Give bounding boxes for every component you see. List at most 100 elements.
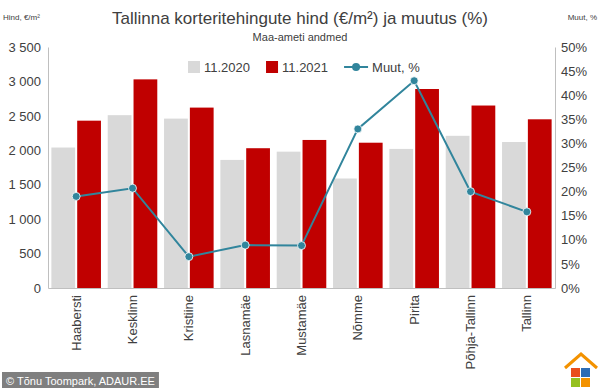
- tick: 20%: [555, 184, 587, 199]
- tick: 0%: [555, 281, 580, 296]
- tick: Mustamäe: [294, 288, 309, 356]
- legend-label: 11.2020: [204, 60, 250, 75]
- bar: [51, 148, 75, 288]
- tick-label: 1 000: [8, 212, 41, 227]
- y2-axis: 0% 5% 10% 15% 20% 25% 30% 35% 40% 45% 50%: [555, 40, 587, 296]
- marker: [241, 241, 249, 249]
- bar: [220, 160, 244, 288]
- tick-label: 50%: [561, 40, 587, 55]
- tick-label: 2 000: [8, 143, 41, 158]
- tick: 3 000: [8, 74, 48, 89]
- tick: Tallinn: [519, 288, 534, 332]
- tick: 50%: [555, 40, 587, 55]
- logo-piece: [571, 378, 580, 387]
- bar: [415, 89, 439, 288]
- bar: [528, 119, 552, 288]
- axis-line: [555, 48, 556, 289]
- bar: [246, 148, 270, 288]
- y-axis: 0 500 1 000 1 500 2 000 2 500 3 000 3 500: [8, 40, 48, 296]
- tick: Lasnamäe: [238, 288, 253, 356]
- plot-area: [51, 77, 551, 288]
- tick-label: 30%: [561, 136, 587, 151]
- marker: [467, 188, 475, 196]
- bar: [446, 136, 470, 288]
- tick: 2 500: [8, 109, 48, 124]
- bar: [108, 115, 132, 288]
- legend-swatch: [266, 61, 278, 73]
- tick-label: 15%: [561, 208, 587, 223]
- bar: [333, 179, 357, 288]
- marker: [523, 208, 531, 216]
- tick-label: 45%: [561, 64, 587, 79]
- tick-label: Kesklinn: [125, 295, 140, 344]
- tick-label: 500: [19, 246, 41, 261]
- tick: 1 000: [8, 212, 48, 227]
- logo-piece: [581, 378, 590, 387]
- tick: Kesklinn: [125, 288, 140, 344]
- bar: [303, 140, 327, 288]
- tick-label: 10%: [561, 232, 587, 247]
- logo-piece: [571, 368, 580, 377]
- bar: [502, 142, 526, 288]
- tick: 25%: [555, 160, 587, 175]
- tick-label: 0: [34, 281, 41, 296]
- bar: [164, 119, 188, 288]
- tick-label: Tallinn: [519, 295, 534, 332]
- marker: [410, 77, 418, 85]
- tick: 35%: [555, 112, 587, 127]
- tick-label: 3 000: [8, 74, 41, 89]
- tick: 1 500: [8, 177, 48, 192]
- bar: [389, 149, 413, 288]
- bar: [190, 108, 214, 288]
- legend: 11.2020 11.2021 Muut, %: [188, 60, 420, 75]
- logo-piece: [581, 368, 590, 377]
- subtitle: Maa-ameti andmed: [253, 31, 348, 43]
- chart: Tallinna korteritehingute hind (€/m²) ja…: [0, 0, 600, 392]
- tick-label: 40%: [561, 88, 587, 103]
- credit-box: [2, 372, 159, 388]
- axis-line: [49, 288, 556, 289]
- logo-roof: [565, 354, 597, 368]
- tick: 10%: [555, 232, 587, 247]
- bar: [359, 143, 383, 288]
- tick-label: 35%: [561, 112, 587, 127]
- tick: 5%: [555, 257, 580, 272]
- tick: 500: [19, 246, 48, 261]
- tick-label: Haabersti: [69, 295, 84, 351]
- tick-label: 2 500: [8, 109, 41, 124]
- tick-label: Mustamäe: [294, 295, 309, 356]
- marker: [298, 242, 306, 250]
- legend-item: Muut, %: [344, 60, 420, 75]
- tick: Kristiine: [181, 288, 196, 341]
- tick-label: 20%: [561, 184, 587, 199]
- bar-series: [51, 115, 525, 288]
- tick-label: Põhja-Tallinn: [463, 295, 478, 369]
- logo: [565, 354, 597, 387]
- credit: © Tõnu Toompark, ADAUR.EE: [2, 372, 159, 388]
- marker: [129, 184, 137, 192]
- tick-label: 0%: [561, 281, 580, 296]
- tick-label: 5%: [561, 257, 580, 272]
- tick-label: 1 500: [8, 177, 41, 192]
- tick-label: Nõmme: [350, 295, 365, 341]
- legend-item: 11.2020: [188, 60, 250, 75]
- legend-item: 11.2021: [266, 60, 328, 75]
- tick: Haabersti: [69, 288, 84, 351]
- bar: [77, 121, 101, 288]
- tick-label: Kristiine: [181, 295, 196, 341]
- axis-line: [48, 48, 49, 289]
- credit-text: © Tõnu Toompark, ADAUR.EE: [6, 375, 155, 387]
- tick: 0: [34, 281, 48, 296]
- title: Tallinna korteritehingute hind (€/m²) ja…: [112, 9, 488, 28]
- marker: [185, 253, 193, 261]
- marker: [72, 192, 80, 200]
- bar-series: [77, 79, 551, 288]
- legend-label: Muut, %: [372, 60, 420, 75]
- tick: 2 000: [8, 143, 48, 158]
- x-axis: Haabersti Kesklinn Kristiine Lasnamäe Mustam…: [49, 288, 556, 369]
- tick: 3 500: [8, 40, 48, 55]
- tick: Põhja-Tallinn: [463, 288, 478, 369]
- tick-label: Lasnamäe: [238, 295, 253, 356]
- tick-label: Pirita: [407, 294, 422, 324]
- tick-label: 3 500: [8, 40, 41, 55]
